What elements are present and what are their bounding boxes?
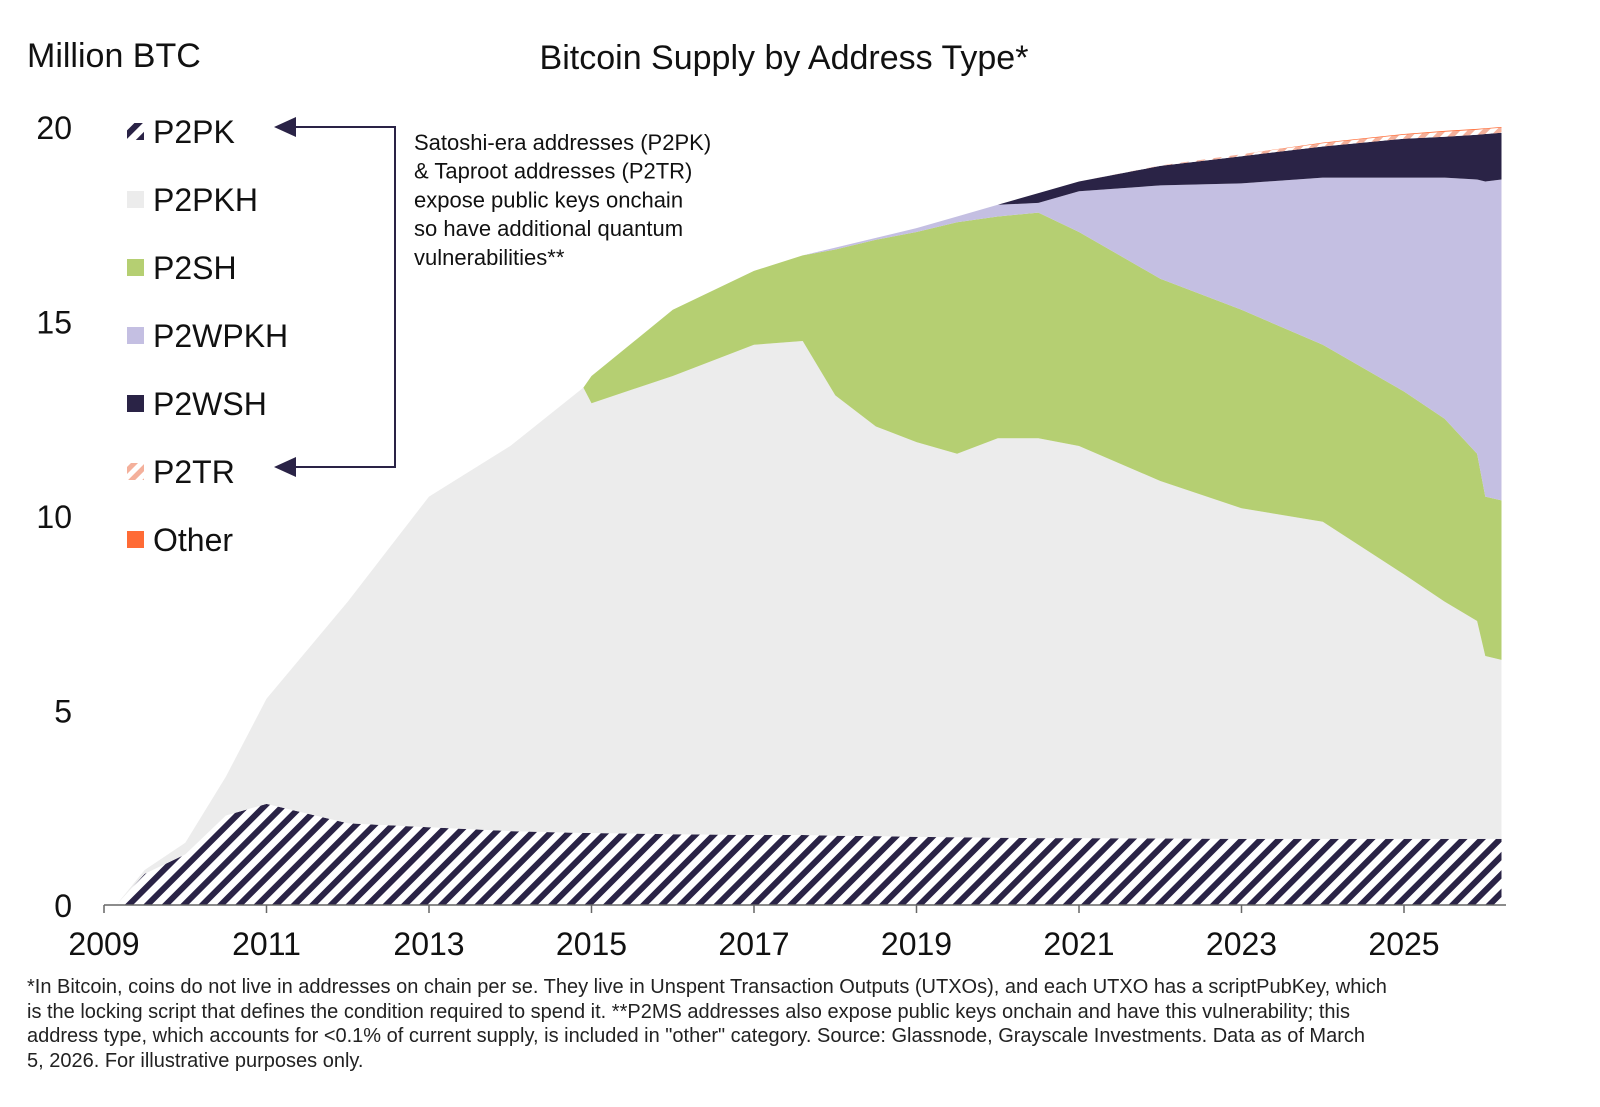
y-tick-label: 10 (36, 499, 72, 535)
annotation-line: Satoshi-era addresses (P2PK) (414, 130, 711, 155)
legend-label: Other (153, 522, 233, 558)
annotation-text: Satoshi-era addresses (P2PK) & Taproot ad… (414, 130, 711, 270)
legend-label: P2TR (153, 454, 235, 490)
y-tick-label: 5 (54, 694, 72, 730)
x-tick-label: 2009 (68, 926, 139, 962)
footnote: *In Bitcoin, coins do not live in addres… (27, 975, 1557, 1073)
legend-item-p2wpkh: P2WPKH (127, 318, 288, 354)
legend-swatch (127, 327, 144, 344)
y-axis: 0 5 10 15 20 (36, 110, 72, 924)
footnote-line: is the locking script that defines the c… (27, 1000, 1350, 1023)
x-tick-label: 2015 (556, 926, 627, 962)
x-tick-label: 2017 (718, 926, 789, 962)
bracket-line (295, 126, 396, 468)
legend-item-p2wsh: P2WSH (127, 386, 267, 422)
area-p2wpkh (116, 177, 1502, 906)
arrowhead-icon (274, 117, 296, 137)
legend: P2PK P2PKH P2SH P2WPKH P2WSH P2TR Other (127, 114, 288, 558)
legend-item-p2sh: P2SH (127, 250, 237, 286)
legend-swatch (127, 531, 144, 548)
area-layers (116, 127, 1502, 906)
legend-label: P2WSH (153, 386, 267, 422)
y-tick-label: 0 (54, 888, 72, 924)
legend-swatch (127, 123, 144, 140)
annotation-arrows (274, 117, 396, 477)
legend-item-p2pkh: P2PKH (127, 182, 258, 218)
area-p2pk (116, 803, 1502, 905)
annotation-line: expose public keys onchain (414, 187, 683, 212)
legend-label: P2WPKH (153, 318, 288, 354)
area-p2sh (116, 212, 1502, 906)
area-p2pkh (116, 341, 1502, 905)
legend-item-p2tr: P2TR (127, 454, 235, 490)
legend-label: P2PKH (153, 182, 258, 218)
legend-item-p2pk: P2PK (127, 114, 235, 150)
x-tick-label: 2019 (881, 926, 952, 962)
y-tick-label: 15 (36, 305, 72, 341)
legend-item-other: Other (127, 522, 233, 558)
arrowhead-icon (274, 457, 296, 477)
annotation-line: vulnerabilities** (414, 245, 565, 270)
legend-swatch (127, 191, 144, 208)
x-tick-label: 2021 (1043, 926, 1114, 962)
legend-label: P2PK (153, 114, 235, 150)
footnote-line: address type, which accounts for <0.1% o… (27, 1025, 1365, 1047)
y-tick-label: 20 (36, 110, 72, 146)
chart-title: Bitcoin Supply by Address Type* (540, 39, 1029, 77)
x-axis: 2009 2011 2013 2015 2017 2019 2021 2023 2025 (68, 904, 1506, 962)
legend-label: P2SH (153, 250, 237, 286)
x-tick-label: 2023 (1206, 926, 1277, 962)
footnote-line: *In Bitcoin, coins do not live in addres… (27, 976, 1387, 998)
footnote-line: 5, 2026. For illustrative purposes only. (27, 1049, 364, 1072)
x-tick-label: 2025 (1368, 926, 1439, 962)
x-tick-label: 2011 (232, 926, 301, 962)
annotation-line: so have additional quantum (414, 216, 683, 241)
annotation-line: & Taproot addresses (P2TR) (414, 159, 692, 184)
legend-swatch (127, 395, 144, 412)
x-tick-label: 2013 (393, 926, 464, 962)
y-axis-label: Million BTC (27, 37, 201, 75)
legend-swatch (127, 259, 144, 276)
legend-swatch (127, 463, 144, 480)
